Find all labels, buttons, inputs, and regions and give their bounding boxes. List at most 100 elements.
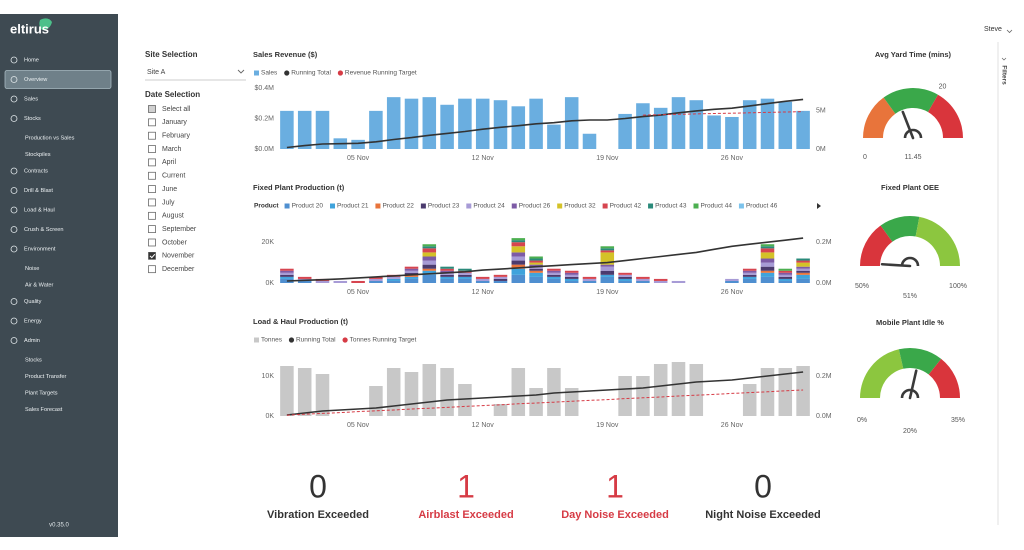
bar [760, 262, 775, 267]
nav-item[interactable]: Quality [24, 299, 42, 305]
checkbox[interactable] [148, 198, 156, 207]
bar [297, 368, 312, 416]
bar [529, 388, 543, 416]
checkbox-label[interactable]: November [162, 253, 195, 260]
bar [511, 264, 526, 269]
checkbox[interactable] [148, 171, 156, 180]
bar [600, 266, 615, 271]
bar [529, 256, 543, 259]
bar [422, 246, 437, 249]
checkbox-label[interactable]: December [162, 266, 195, 273]
bar [582, 133, 597, 149]
chart-title: Load & Haul Production (t) [253, 317, 348, 326]
bar [547, 368, 561, 416]
checkbox-label[interactable]: January [162, 119, 187, 126]
nav-item[interactable]: Overview [24, 77, 48, 83]
checkbox-label[interactable]: Select all [162, 106, 191, 113]
bar [440, 276, 454, 279]
bar [440, 266, 454, 269]
checkbox[interactable] [148, 105, 156, 113]
nav-item[interactable]: Stocks [25, 357, 42, 363]
bar [458, 98, 472, 149]
checkbox[interactable] [148, 211, 156, 220]
legend-title: Product [254, 203, 279, 210]
nav-item[interactable]: Product Transfer [25, 374, 66, 380]
nav-item[interactable]: Sales Forecast [25, 407, 63, 413]
x-tick-label: 05 Nov [347, 289, 370, 296]
site-dropdown-chevron[interactable] [237, 69, 245, 74]
nav-item[interactable]: Contracts [24, 168, 48, 174]
checkbox-label[interactable]: October [162, 239, 188, 246]
checkbox[interactable] [148, 185, 156, 193]
nav-item[interactable]: Load & Haul [24, 207, 55, 213]
nav-item[interactable]: Air & Water [25, 282, 54, 288]
checkbox-label[interactable]: Current [162, 173, 185, 180]
legend-more-arrow[interactable] [817, 203, 821, 209]
legend-swatch [420, 203, 426, 209]
checkbox[interactable] [148, 265, 156, 274]
bar [511, 242, 526, 247]
bar [547, 276, 561, 279]
checkbox[interactable] [148, 252, 156, 260]
x-tick-label: 12 Nov [472, 289, 495, 296]
x-tick-label: 19 Nov [596, 155, 619, 162]
y-tick-label: $0.4M [255, 85, 275, 92]
x-tick-label: 19 Nov [596, 422, 619, 429]
checkbox[interactable] [148, 145, 156, 153]
legend-swatch [693, 203, 699, 209]
checkbox[interactable] [148, 131, 156, 140]
bar [529, 276, 543, 283]
bar [369, 280, 383, 283]
filters-pane-label[interactable]: Filters [1000, 65, 1007, 85]
bar [440, 278, 454, 283]
nav-item[interactable]: Energy [24, 318, 42, 324]
legend-swatch [284, 203, 290, 209]
legend-swatch [375, 203, 381, 209]
site-dropdown[interactable]: Site A [147, 69, 166, 76]
checkbox[interactable] [148, 238, 156, 247]
checkbox-label[interactable]: June [162, 186, 177, 193]
checkbox-label[interactable]: July [162, 199, 175, 206]
x-tick-label: 26 Nov [721, 422, 744, 429]
bar [422, 270, 437, 275]
bar [333, 280, 348, 283]
bar [636, 276, 650, 279]
bar [653, 364, 668, 416]
bar [742, 276, 757, 279]
checkbox[interactable] [148, 158, 156, 167]
legend-label: Product 24 [473, 203, 505, 210]
bar [458, 384, 472, 416]
user-name[interactable]: Steve [984, 26, 1002, 33]
checkbox-label[interactable]: August [162, 213, 184, 220]
checkbox[interactable] [148, 118, 156, 127]
bar [671, 280, 686, 283]
bar [511, 256, 526, 261]
nav-item[interactable]: Stockpiles [25, 152, 51, 158]
bar [653, 280, 668, 283]
nav-item[interactable]: Home [24, 57, 39, 63]
x-tick-label: 05 Nov [347, 422, 370, 429]
bar [547, 268, 561, 271]
checkbox-label[interactable]: April [162, 159, 176, 166]
legend-swatch [330, 203, 335, 209]
bar [458, 268, 472, 271]
legend-label: Product 32 [564, 203, 596, 210]
nav-item[interactable]: Environment [24, 246, 56, 252]
checkbox-label[interactable]: September [162, 226, 197, 233]
nav-item[interactable]: Stocks [24, 116, 41, 122]
nav-item[interactable]: Crush & Screen [24, 227, 63, 233]
nav-item[interactable]: Admin [24, 338, 40, 344]
nav-item[interactable]: Noise [25, 266, 39, 272]
user-chevron[interactable] [1006, 29, 1013, 34]
filters-pane-toggle[interactable] [1001, 57, 1007, 61]
checkbox[interactable] [148, 225, 156, 233]
bar [564, 270, 579, 273]
nav-item[interactable]: Drill & Blast [24, 188, 53, 194]
checkbox-label[interactable]: February [162, 133, 191, 140]
nav-item[interactable]: Plant Targets [25, 390, 58, 396]
checkbox-label[interactable]: March [162, 146, 182, 153]
nav-item[interactable]: Production vs Sales [25, 135, 75, 141]
bar [404, 274, 419, 277]
nav-item[interactable]: Sales [24, 96, 38, 102]
